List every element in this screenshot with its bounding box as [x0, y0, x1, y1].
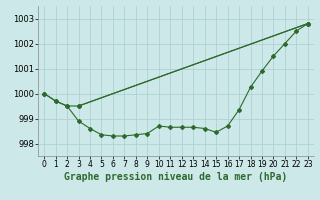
X-axis label: Graphe pression niveau de la mer (hPa): Graphe pression niveau de la mer (hPa) — [64, 172, 288, 182]
